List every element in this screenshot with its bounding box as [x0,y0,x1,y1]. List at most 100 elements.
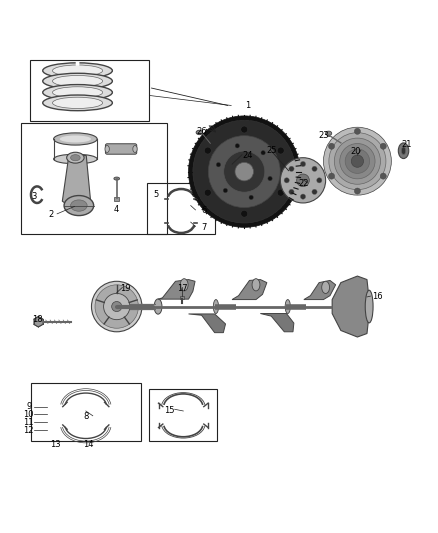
Polygon shape [62,156,91,206]
Text: 11: 11 [24,418,34,427]
Circle shape [235,163,254,181]
Text: 2: 2 [49,210,54,219]
Ellipse shape [154,299,162,314]
Circle shape [204,189,211,196]
Circle shape [208,136,280,207]
Ellipse shape [53,87,102,98]
Ellipse shape [43,73,113,89]
Text: 18: 18 [32,315,42,324]
Circle shape [354,128,360,134]
Ellipse shape [43,63,113,78]
Polygon shape [260,313,294,332]
Ellipse shape [60,135,91,142]
Ellipse shape [43,85,113,100]
Bar [30,60,149,120]
Text: 9: 9 [26,402,32,411]
Ellipse shape [71,200,87,211]
Text: 1: 1 [245,101,250,110]
Circle shape [95,285,138,328]
Text: 8: 8 [84,412,89,421]
Circle shape [328,173,335,179]
Circle shape [300,161,306,167]
Circle shape [235,144,240,148]
Polygon shape [232,279,267,300]
Circle shape [241,210,248,217]
Ellipse shape [53,97,102,109]
Text: 21: 21 [401,140,411,149]
Circle shape [345,149,370,173]
Polygon shape [34,317,43,327]
Polygon shape [304,280,336,300]
Circle shape [223,188,227,193]
Ellipse shape [53,65,102,76]
Ellipse shape [114,177,120,180]
Circle shape [216,163,221,167]
Text: 14: 14 [83,440,94,449]
Ellipse shape [285,300,290,313]
Circle shape [280,158,325,203]
Text: 15: 15 [164,406,174,415]
Ellipse shape [365,290,373,323]
Ellipse shape [196,130,203,135]
Ellipse shape [53,154,97,164]
Ellipse shape [325,131,332,135]
Polygon shape [158,279,195,299]
Circle shape [334,138,381,184]
Circle shape [92,281,142,332]
Text: 3: 3 [32,192,37,201]
Circle shape [340,143,375,179]
Circle shape [380,173,386,179]
Circle shape [188,116,300,228]
Text: 22: 22 [299,179,309,188]
Circle shape [277,189,284,196]
Circle shape [380,143,386,149]
Ellipse shape [401,147,406,155]
Polygon shape [332,276,369,337]
Ellipse shape [322,281,329,294]
Ellipse shape [105,146,110,152]
Bar [31,383,141,441]
Bar [21,123,167,234]
Circle shape [312,166,317,172]
Circle shape [351,155,364,167]
Bar [180,296,184,298]
Text: 17: 17 [177,284,187,293]
Circle shape [249,195,253,199]
Circle shape [284,177,290,183]
Text: 16: 16 [373,293,383,302]
Text: 6: 6 [201,206,206,215]
Circle shape [104,293,130,320]
Text: 12: 12 [24,426,34,434]
Circle shape [354,188,360,194]
Circle shape [289,166,294,172]
Ellipse shape [67,152,84,163]
Circle shape [297,174,309,187]
Circle shape [261,150,265,155]
Polygon shape [188,314,226,333]
Text: 24: 24 [242,151,253,160]
Ellipse shape [180,279,188,291]
Text: 20: 20 [351,147,361,156]
Ellipse shape [71,155,80,161]
Bar [114,197,119,201]
FancyBboxPatch shape [106,144,137,154]
Text: 5: 5 [153,190,159,199]
Circle shape [323,127,391,195]
Text: 10: 10 [24,410,34,419]
Circle shape [300,194,306,199]
Circle shape [241,126,248,133]
Text: 13: 13 [50,440,61,449]
Ellipse shape [53,76,102,87]
Circle shape [268,176,272,181]
Ellipse shape [398,143,409,158]
Bar [147,182,215,234]
Ellipse shape [133,146,137,152]
Ellipse shape [53,133,97,145]
Circle shape [289,189,294,195]
Ellipse shape [252,279,260,291]
Circle shape [312,189,317,195]
Circle shape [329,133,386,190]
Text: 25: 25 [266,146,276,155]
Circle shape [224,151,265,192]
Circle shape [193,120,296,223]
